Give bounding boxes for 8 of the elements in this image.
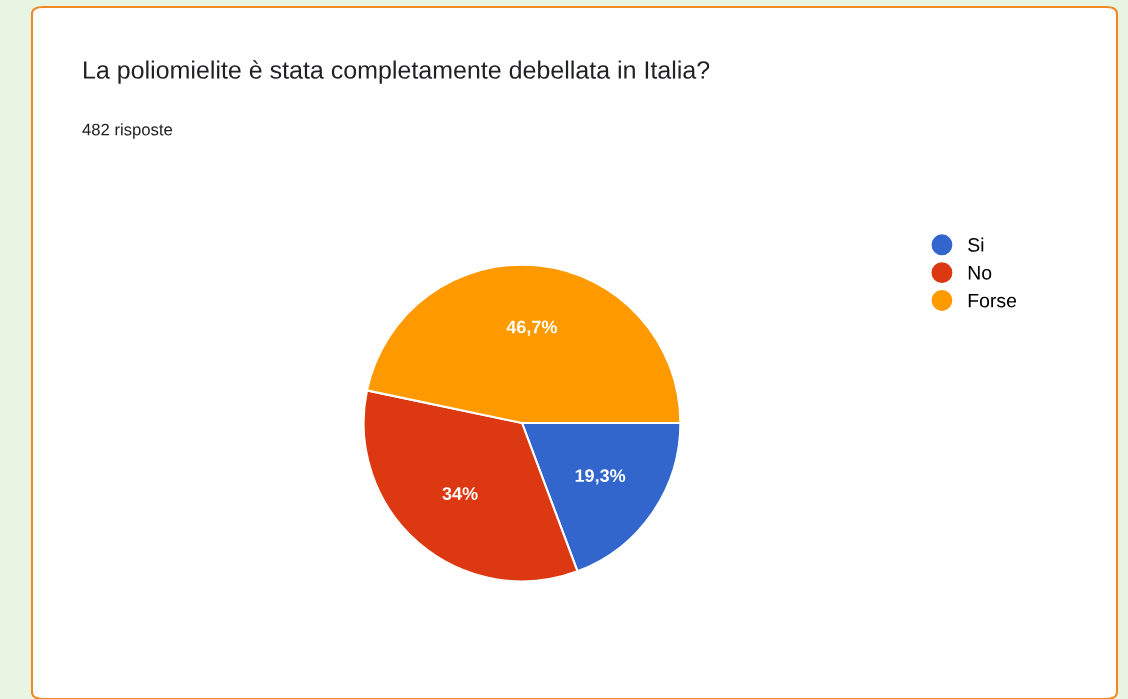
legend-label: No [968,266,992,280]
data-label: 46,7% [506,320,557,336]
legend-label: Forse [968,293,1017,308]
data-label: 34% [442,487,478,500]
text: 482 risposte [82,123,173,139]
data-label: 19,3% [575,469,626,485]
chart-title: La poliomielite è stata completamente debellata in Italia? [84,60,710,84]
legend-label: Si [968,237,984,252]
